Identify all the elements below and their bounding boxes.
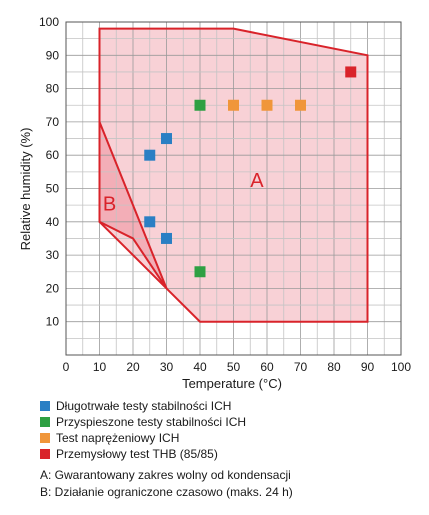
legend-swatch [40,417,50,427]
data-point [161,232,172,244]
region-note: B: Działanie ograniczone czasowo (maks. … [40,485,293,499]
x-tick-label: 50 [227,360,241,374]
x-tick-label: 0 [63,360,70,374]
x-tick-label: 30 [160,360,174,374]
chart-plot: 0 10 20 30 40 50 60 70 80 90 100 10 20 30 40 50 60 70 80 90… [18,15,411,391]
x-tick-label: 10 [93,360,107,374]
y-tick-label: 30 [46,248,60,262]
legend-label: Długotrwałe testy stabilności ICH [56,399,232,413]
data-point [194,266,206,278]
legend-swatch [40,433,50,443]
y-tick-label: 70 [46,115,60,129]
legend: Długotrwałe testy stabilności ICH Przyspi… [40,399,420,463]
x-axis-title: Temperature (°C) [182,376,282,391]
x-tick-label: 90 [361,360,375,374]
legend-item: Test naprężeniowy ICH [40,431,420,445]
data-point [345,66,357,78]
region-b-outline [98,121,168,289]
data-point [144,216,156,228]
legend-item: Przemysłowy test THB (85/85) [40,447,420,461]
x-tick-label: 100 [391,360,411,374]
legend-swatch [40,449,50,459]
y-tick-label: 80 [46,82,60,96]
legend-label: Przemysłowy test THB (85/85) [56,447,218,461]
y-tick-label: 100 [39,15,59,29]
legend-item: Długotrwałe testy stabilności ICH [40,399,420,413]
region-a-outline [98,27,369,323]
y-tick-label: 10 [46,315,60,329]
y-tick-label: 90 [46,48,60,62]
data-point [194,99,206,111]
legend-label: Test naprężeniowy ICH [56,431,180,445]
y-tick-label: 50 [46,182,60,196]
data-point [295,99,306,111]
data-point [228,99,239,111]
y-axis-title: Relative humidity (%) [18,128,33,251]
x-tick-label: 20 [126,360,140,374]
y-tick-label: 40 [46,215,60,229]
legend-item: Przyspieszone testy stabilności ICH [40,415,420,429]
region-a-label: A [250,170,264,192]
region-b-label: B [103,193,116,215]
data-point [261,99,273,111]
legend-swatch [40,401,50,411]
region-note: A: Gwarantowany zakres wolny od kondensa… [40,468,291,482]
x-tick-label: 60 [260,360,274,374]
legend-label: Przyspieszone testy stabilności ICH [56,415,247,429]
data-point [161,133,172,145]
data-point [144,149,156,161]
y-tick-label: 20 [46,281,60,295]
x-tick-label: 80 [327,360,341,374]
x-tick-label: 40 [193,360,207,374]
y-tick-label: 60 [46,148,60,162]
notes: A: Gwarantowany zakres wolny od kondensa… [40,468,420,502]
plot-frame [65,21,402,356]
x-tick-label: 70 [294,360,308,374]
